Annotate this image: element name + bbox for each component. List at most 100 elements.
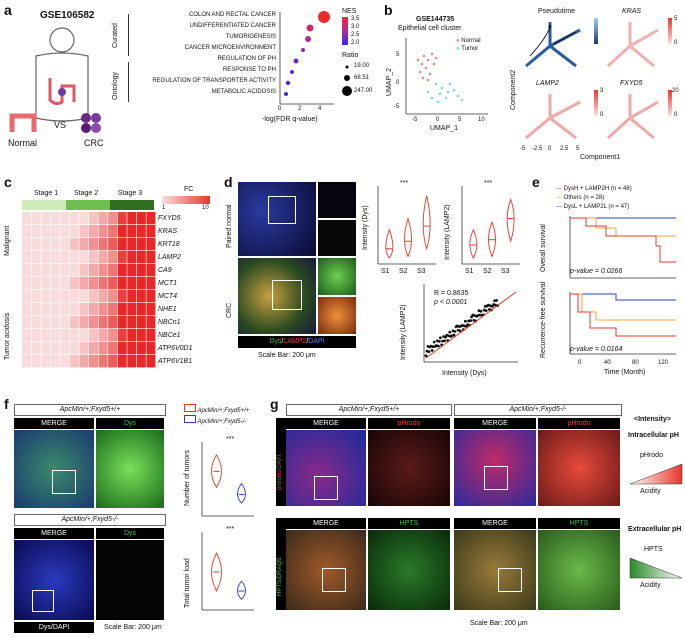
a-x-tick: 4 bbox=[318, 106, 322, 112]
heatmap-cell bbox=[60, 342, 70, 355]
lamp2-colorbar bbox=[594, 90, 598, 116]
heatmap-cell bbox=[108, 316, 118, 329]
micro-crc-zoom2 bbox=[318, 297, 356, 334]
f-dys-hdr-ko: Dys bbox=[96, 528, 164, 539]
heatmap-cell bbox=[50, 303, 60, 316]
heatmap-cell bbox=[69, 264, 79, 277]
traj-title-fxyd5: FXYD5 bbox=[620, 80, 643, 87]
heatmap-cell bbox=[41, 238, 51, 251]
f-legend-wt: ApcMin/+;Fxyd5+/+ bbox=[184, 404, 249, 414]
heatmap-cell bbox=[31, 342, 41, 355]
g-intra-probe: pHrodo bbox=[640, 452, 663, 459]
traj-lamp2 bbox=[525, 94, 581, 140]
ratio-value: 19.00 bbox=[354, 63, 370, 69]
violin-dys bbox=[377, 186, 436, 265]
normal-cluster bbox=[416, 52, 438, 82]
heatmap-cell bbox=[50, 225, 60, 238]
g-geno-ko: ApcMin/+;Fxyd5-/- bbox=[454, 404, 622, 416]
umap-xtick: 5 bbox=[458, 117, 462, 123]
ratio-legend-dots bbox=[342, 65, 352, 96]
g-extra-wedge bbox=[629, 557, 683, 579]
stage2-bar bbox=[66, 200, 110, 210]
heatmap-cell bbox=[31, 329, 41, 342]
scatter-point bbox=[488, 308, 491, 311]
fc-colorbar bbox=[162, 196, 210, 204]
f-v2-sig: *** bbox=[226, 526, 235, 533]
g-hpts-hdr2: HPTS bbox=[538, 518, 620, 529]
heatmap-cell bbox=[89, 316, 98, 329]
nes-tick: 3.5 bbox=[351, 16, 360, 22]
g-intra-wedge bbox=[629, 463, 683, 485]
heatmap-cell bbox=[136, 238, 146, 251]
gene-list: FXYD5 KRAS KRT18 LAMP2 CA9 MCT1 MCT4 NHE… bbox=[158, 212, 214, 368]
heatmap-cell bbox=[79, 342, 89, 355]
g-phrodo-hdr2: pHrodo bbox=[538, 418, 620, 429]
heatmap-cell bbox=[69, 316, 79, 329]
heatmap-cell bbox=[22, 316, 31, 329]
stain-lamp2: LAMP2 bbox=[283, 338, 307, 345]
violin-tumor-number bbox=[201, 442, 254, 517]
heatmap-cell bbox=[98, 212, 108, 225]
heatmap-cell bbox=[108, 212, 118, 225]
heatmap-cell bbox=[22, 329, 31, 342]
heatmap-cell bbox=[127, 329, 137, 342]
scatter-point bbox=[439, 336, 442, 340]
heatmap-cell bbox=[89, 251, 98, 264]
g-extra-probe: HPTS bbox=[644, 546, 663, 553]
heatmap-cell bbox=[146, 342, 156, 355]
scatter-fit-line bbox=[425, 291, 517, 359]
heatmap-cell bbox=[60, 251, 70, 264]
violin-shape bbox=[422, 195, 431, 251]
heatmap-cell bbox=[31, 212, 41, 225]
heatmap-cell bbox=[127, 342, 137, 355]
gene-label: MCT4 bbox=[158, 293, 178, 300]
heatmap-cell bbox=[79, 238, 89, 251]
heatmap-cell bbox=[60, 290, 70, 303]
violin-shape bbox=[211, 552, 222, 592]
heatmap-cell bbox=[50, 355, 60, 368]
g-intra-title: Intracellular pH bbox=[628, 432, 679, 439]
scatter-point bbox=[448, 330, 452, 334]
rfs-pvalue: p-value = 0.0164 bbox=[570, 346, 623, 353]
g-side-row1 bbox=[276, 418, 286, 506]
gene-label: CA9 bbox=[158, 267, 172, 274]
ratio-title: Ratio bbox=[342, 52, 359, 59]
g-intensity-title: <Intensity> bbox=[634, 416, 671, 423]
heatmap-cell bbox=[79, 212, 89, 225]
heatmap-cell bbox=[146, 251, 156, 264]
heatmap-cell bbox=[146, 290, 156, 303]
violin-lamp2 bbox=[461, 186, 520, 265]
g-side-row1-text: pHrodo/DAPI bbox=[277, 454, 283, 490]
traj-pseudotime bbox=[525, 22, 581, 68]
heatmap-cell bbox=[98, 238, 108, 251]
term: REGULATION OF PH bbox=[217, 56, 276, 62]
comp1-label: Component1 bbox=[580, 154, 621, 161]
micro-normal-zoom1 bbox=[318, 182, 356, 218]
heatmap-cell bbox=[41, 212, 51, 225]
nes-colorbar bbox=[342, 17, 348, 45]
heatmap-cell bbox=[60, 264, 70, 277]
row-label-crc: CRC bbox=[226, 302, 233, 318]
scatter-point bbox=[464, 319, 467, 323]
roi-box bbox=[272, 280, 302, 310]
sig-mark: *** bbox=[484, 180, 493, 187]
panel-a-dataset: GSE106582 bbox=[40, 10, 95, 21]
heatmap-cell bbox=[117, 342, 127, 355]
g-merge-hdr4: MERGE bbox=[454, 518, 536, 529]
heatmap-cell bbox=[41, 225, 51, 238]
heatmap-cell bbox=[31, 316, 41, 329]
heatmap-cell bbox=[50, 316, 60, 329]
heatmap-cell bbox=[41, 303, 51, 316]
dot-transporter bbox=[285, 80, 291, 86]
roi-box bbox=[498, 568, 522, 592]
violin-shape bbox=[488, 220, 496, 258]
heatmap-cell bbox=[117, 225, 127, 238]
fc-title: FC bbox=[184, 186, 194, 193]
heatmap-cell bbox=[69, 251, 79, 264]
g-wt-phrodo bbox=[368, 430, 450, 506]
panel-a-letter: a bbox=[4, 2, 12, 18]
heatmap-cell bbox=[89, 355, 98, 368]
km-xtick: 120 bbox=[658, 360, 669, 366]
heatmap-cell bbox=[127, 355, 137, 368]
km-recurrence-free-survival bbox=[569, 292, 676, 355]
